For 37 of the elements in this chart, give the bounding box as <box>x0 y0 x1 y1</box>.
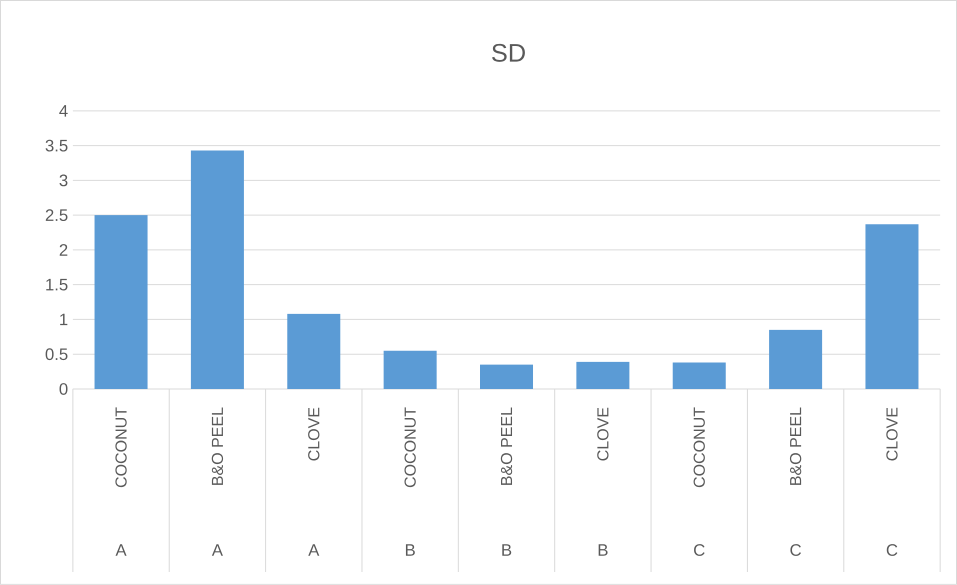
bar <box>190 150 244 390</box>
y-tick-label: 1.5 <box>46 278 68 291</box>
text: B <box>502 544 512 556</box>
x-tick-label: B&O PEEL <box>500 408 512 485</box>
y-tick-label: 0.5 <box>46 348 68 360</box>
y-tick-label: 4 <box>59 105 68 117</box>
bar <box>769 330 822 390</box>
bar <box>287 314 340 390</box>
x-tick-label: COCONUT <box>404 407 416 488</box>
x-tick-label: CLOVE <box>308 408 320 461</box>
x-tick-label: COCONUT <box>115 407 127 488</box>
chart-title: SD <box>492 44 525 62</box>
bar <box>865 224 918 390</box>
text: A <box>116 544 127 556</box>
y-tick-label: 0 <box>60 383 68 395</box>
x-tick-label: CLOVE <box>886 408 898 461</box>
y-tick-label: 2.5 <box>46 209 68 222</box>
y-tick-label: 3 <box>60 174 68 186</box>
text: B <box>598 544 608 556</box>
y-tick-label: 2 <box>60 244 68 256</box>
x-tick-label: B&O PEEL <box>790 408 802 485</box>
text: C <box>790 544 801 556</box>
y-tick-label: 1 <box>60 314 68 326</box>
text: A <box>308 544 320 556</box>
text: C <box>886 544 898 556</box>
text: C <box>694 544 705 556</box>
x-tick-label: COCONUT <box>694 407 705 488</box>
bar <box>576 362 630 390</box>
bar <box>384 350 437 390</box>
text: A <box>212 544 223 556</box>
bar <box>94 215 148 390</box>
text: B <box>406 544 415 556</box>
bar <box>480 364 534 390</box>
x-tick-label: B&O PEEL <box>212 408 224 485</box>
y-tick-label: 3.5 <box>46 140 68 152</box>
x-tick-label: CLOVE <box>597 408 609 461</box>
bar <box>672 362 726 390</box>
